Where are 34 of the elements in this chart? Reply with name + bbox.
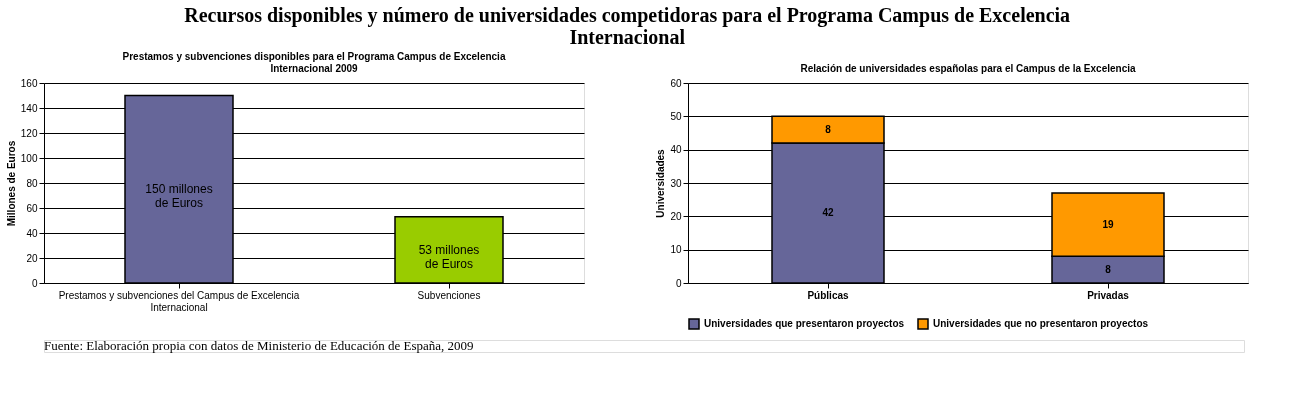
y-tick-label: 20 bbox=[26, 252, 38, 264]
y-axis-title: Universidades bbox=[655, 148, 667, 218]
legend-label: Universidades que presentaron proyectos bbox=[704, 318, 905, 329]
legend-label: Universidades que no presentaron proyectos bbox=[933, 318, 1149, 329]
y-tick-label: 160 bbox=[20, 77, 38, 89]
y-tick-label: 60 bbox=[26, 202, 38, 214]
data-label: 53 millones de Euros bbox=[418, 242, 480, 271]
y-tick-label: 20 bbox=[670, 210, 682, 222]
x-tick-label: Públicas bbox=[807, 289, 849, 301]
y-tick-label: 60 bbox=[670, 77, 682, 89]
chart-title: Prestamos y subvenciones disponibles para el Programa Campus de Excelencia Internacional 2009 bbox=[122, 51, 506, 74]
y-tick-label: 80 bbox=[26, 177, 38, 189]
data-label: 150 millones de Euros bbox=[145, 182, 213, 211]
y-axis-title: Millones de Euros bbox=[5, 140, 17, 227]
y-tick-label: 40 bbox=[26, 227, 38, 239]
y-tick-label: 0 bbox=[31, 277, 38, 289]
data-label: 8 bbox=[825, 123, 832, 135]
x-tick-label: Subvenciones bbox=[417, 289, 481, 301]
y-tick-label: 30 bbox=[670, 177, 682, 189]
y-tick-label: 10 bbox=[670, 244, 682, 256]
source-note: Fuente: Elaboración propia con datos de Ministerio de Educación de España, 2009 bbox=[44, 338, 474, 353]
y-tick-label: 50 bbox=[670, 110, 682, 122]
x-tick-label: Privadas bbox=[1087, 289, 1130, 301]
data-label: 8 bbox=[1105, 263, 1112, 275]
text: Recursos disponibles y número de universidades competidoras para el Programa Campus de Excelencia Internacional bbox=[184, 3, 1071, 48]
y-tick-label: 120 bbox=[20, 127, 38, 139]
y-tick-label: 0 bbox=[675, 277, 682, 289]
y-tick-label: 100 bbox=[20, 152, 38, 164]
y-tick-label: 40 bbox=[670, 144, 682, 156]
y-tick-label: 140 bbox=[20, 102, 38, 114]
data-label: 19 bbox=[1102, 218, 1114, 230]
chart-title: Relación de universidades españolas para el Campus de la Excelencia bbox=[800, 63, 1137, 74]
data-label: 42 bbox=[822, 207, 834, 218]
x-tick-label: Prestamos y subvenciones del Campus de Excelencia Internacional bbox=[58, 289, 300, 313]
